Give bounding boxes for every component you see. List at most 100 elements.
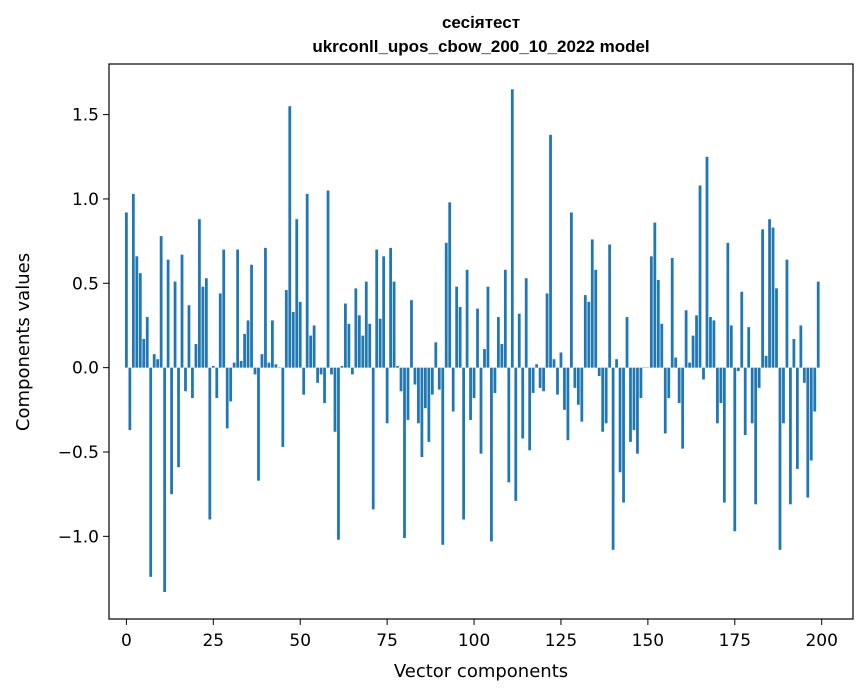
bar-8 [152,354,156,368]
bar-23 [204,278,208,368]
x-tick-label: 25 [202,631,224,651]
bar-117 [531,367,535,393]
bar-191 [789,367,792,505]
bar-147 [636,367,639,454]
bar-11 [163,367,167,593]
bar-164 [695,315,698,368]
bar-39 [260,354,264,368]
bar-74 [382,256,386,368]
bar-62 [340,365,344,368]
y-tick-label: −1.0 [58,527,99,547]
bar-18 [187,305,191,368]
bar-67 [357,315,361,368]
bar-60 [333,367,337,432]
bar-139 [608,244,612,368]
bar-131 [580,367,584,422]
y-axis-label: Components values [13,253,34,431]
bar-36 [250,264,253,368]
bar-160 [681,367,685,449]
bar-184 [764,355,768,368]
bar-190 [785,259,789,368]
bar-121 [545,293,549,368]
bar-40 [264,247,267,368]
bar-20 [194,344,198,368]
y-axis-ticks: 1.5 1.0 0.5 0.0 −0.5 −1.0 [58,106,109,547]
bars-group [124,89,820,593]
bar-81 [406,367,410,420]
bar-193 [795,367,799,469]
bar-134 [590,239,594,368]
x-tick-label: 100 [458,631,490,651]
bar-14 [173,281,177,368]
bar-136 [597,367,601,377]
bar-114 [521,367,525,439]
bar-69 [364,281,368,368]
bar-2 [131,193,135,368]
bar-76 [389,247,392,368]
bar-57 [323,367,326,404]
bar-54 [312,325,316,368]
bar-6 [145,317,149,368]
bar-123 [552,359,556,368]
x-tick-label: 150 [632,631,664,651]
bar-28 [222,249,226,368]
bar-7 [149,367,153,577]
bar-106 [493,367,497,393]
bar-109 [503,269,507,368]
bar-37 [253,367,257,375]
bar-47 [288,106,292,368]
bar-15 [177,367,180,468]
bar-75 [385,367,389,424]
bar-84 [417,367,420,424]
bar-177 [740,291,744,368]
bar-107 [496,317,500,368]
bar-126 [563,367,566,410]
bar-158 [674,357,678,368]
bar-55 [316,367,319,383]
bar-122 [549,134,552,368]
bar-189 [782,367,785,424]
bar-166 [702,367,705,380]
bar-183 [761,229,764,368]
bar-66 [354,288,358,368]
bar-197 [809,367,813,461]
bar-156 [667,367,671,399]
bar-59 [330,367,333,375]
bar-97 [462,367,466,520]
bar-19 [191,367,194,399]
y-tick-label: 1.0 [72,190,99,210]
bar-162 [688,362,691,368]
x-tick-label: 125 [545,631,577,651]
bar-3 [135,256,139,368]
bar-17 [184,367,187,392]
bar-148 [639,367,643,399]
bar-78 [396,365,399,368]
bar-99 [469,367,472,420]
bar-68 [361,335,365,368]
bar-187 [775,288,778,368]
bar-85 [420,367,424,458]
y-tick-label: −0.5 [58,443,99,463]
bar-1 [128,367,132,431]
bar-104 [486,286,490,368]
bar-169 [712,320,716,368]
bar-35 [246,320,250,368]
bar-10 [159,236,163,368]
bar-132 [583,295,587,368]
bar-71 [371,367,375,510]
bar-181 [754,367,758,505]
bar-168 [709,317,712,368]
bar-65 [350,367,354,375]
bar-48 [291,311,295,368]
bar-167 [705,156,709,368]
bar-42 [271,320,274,368]
bar-72 [375,249,379,368]
bar-110 [507,367,511,483]
bar-178 [743,367,747,436]
bar-56 [319,367,323,375]
bar-111 [510,89,514,368]
bar-82 [410,300,413,368]
bar-33 [239,360,243,368]
